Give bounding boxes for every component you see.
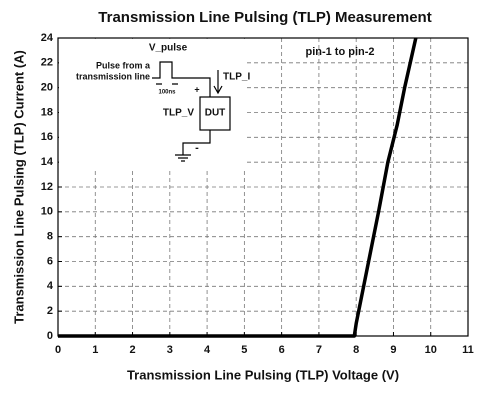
y-tick-label: 8 — [47, 231, 53, 243]
inset-text: transmission line — [76, 71, 150, 81]
ground — [175, 130, 211, 162]
x-tick-label: 2 — [129, 344, 135, 356]
x-tick-label: 4 — [204, 344, 211, 356]
inset-text: + — [194, 84, 199, 94]
y-tick-label: 16 — [41, 131, 53, 143]
y-tick-label: 22 — [41, 57, 53, 69]
x-tick-label: 1 — [92, 344, 98, 356]
x-tick-label: 8 — [353, 344, 359, 356]
inset-text: TLP_I — [223, 72, 250, 83]
y-tick-label: 4 — [47, 280, 54, 292]
x-tick-label: 0 — [55, 344, 61, 356]
inset-text: Pulse from a — [96, 60, 151, 70]
x-tick-label: 3 — [167, 344, 173, 356]
x-tick-label: 6 — [279, 344, 285, 356]
annotation: pin-1 to pin-2 — [305, 46, 374, 58]
circuit-inset: V_pulse Pulse from a transmission line 1… — [59, 39, 250, 170]
inset-text: DUT — [205, 108, 226, 119]
chart-title: Transmission Line Pulsing (TLP) Measurem… — [98, 9, 431, 26]
x-axis-label: Transmission Line Pulsing (TLP) Voltage … — [127, 367, 399, 382]
y-tick-label: 6 — [47, 255, 53, 267]
y-tick-label: 0 — [47, 330, 53, 342]
x-tick-label: 11 — [462, 344, 474, 356]
x-tick-label: 5 — [241, 344, 247, 356]
y-tick-label: 20 — [41, 82, 53, 94]
inset-text: TLP_V — [163, 108, 194, 119]
dut-box — [199, 96, 231, 131]
y-axis-label: Transmission Line Pulsing (TLP) Current … — [11, 50, 26, 324]
inset-text: V_pulse — [149, 43, 188, 54]
y-tick-label: 14 — [41, 156, 54, 168]
y-tick-label: 10 — [41, 206, 53, 218]
inset-text: 100ns — [158, 90, 176, 96]
x-tick-label: 10 — [425, 344, 437, 356]
pulse-wire — [152, 61, 211, 97]
x-tick-label: 9 — [390, 344, 396, 356]
y-tick-label: 2 — [47, 305, 53, 317]
y-tick-label: 24 — [41, 32, 54, 44]
current-arrow — [213, 70, 223, 95]
y-tick-label: 18 — [41, 106, 53, 118]
x-tick-label: 7 — [316, 344, 322, 356]
inset-text: - — [195, 142, 199, 154]
y-tick-label: 12 — [41, 181, 53, 193]
data-line — [58, 37, 418, 338]
